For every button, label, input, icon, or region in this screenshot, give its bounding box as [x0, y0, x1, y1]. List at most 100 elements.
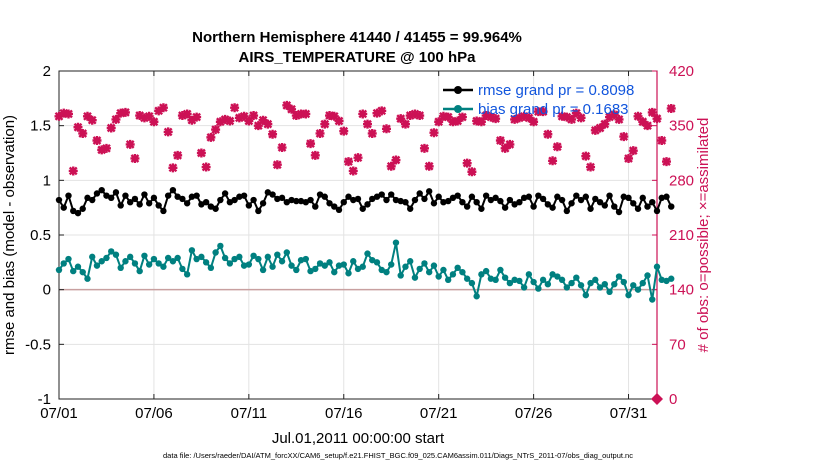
obs-marker-shape	[325, 111, 335, 121]
rmse-point	[611, 203, 618, 210]
rmse-point	[136, 201, 143, 208]
rmse-point	[501, 204, 509, 211]
bias-point	[634, 286, 642, 293]
y-tick-label: 1.5	[30, 118, 51, 135]
zero-obs-marker	[651, 393, 663, 405]
bias-point	[340, 261, 347, 268]
obs-assimilated-marker	[220, 114, 230, 124]
bias-point	[293, 266, 300, 274]
bias-point	[164, 254, 172, 262]
rmse-point	[587, 205, 594, 212]
bias-point	[112, 251, 120, 258]
obs-marker-shape	[467, 167, 477, 177]
obs-assimilated-marker	[334, 116, 344, 126]
bias-point	[668, 275, 675, 282]
obs-assimilated-marker	[481, 111, 491, 121]
bias-point	[259, 266, 267, 274]
bias-point	[554, 273, 561, 280]
bias-point	[188, 247, 196, 254]
obs-assimilated-marker	[339, 126, 349, 136]
bias-point	[198, 253, 205, 261]
obs-assimilated-marker	[282, 100, 292, 110]
obs-marker-shape	[353, 153, 363, 163]
obs-assimilated-marker	[595, 123, 605, 133]
bias-point	[416, 265, 423, 273]
obs-assimilated-marker	[68, 166, 78, 176]
y-tick-label-right: 0	[669, 391, 677, 408]
bias-point	[155, 260, 162, 267]
obs-marker-shape	[258, 115, 268, 125]
obs-assimilated-marker	[201, 162, 211, 172]
obs-marker-shape	[301, 109, 311, 119]
obs-marker-shape	[130, 153, 140, 163]
bias-point	[278, 258, 286, 265]
obs-marker-shape	[638, 117, 648, 127]
obs-marker-shape	[239, 111, 249, 121]
rmse-point	[373, 193, 381, 200]
bias-point	[653, 263, 661, 270]
rmse-point	[98, 186, 105, 194]
obs-assimilated-marker	[543, 129, 553, 139]
bias-point	[202, 259, 210, 266]
obs-marker-shape	[661, 157, 671, 167]
obs-marker-shape	[429, 128, 439, 138]
rmse-point	[364, 201, 371, 208]
obs-assimilated-marker	[59, 108, 69, 118]
bias-point	[520, 284, 528, 291]
obs-assimilated-marker	[54, 111, 64, 121]
obs-marker-shape	[424, 161, 434, 171]
y-tick-label: 1	[43, 172, 51, 189]
obs-marker-shape	[125, 139, 135, 149]
bias-point	[573, 274, 580, 281]
obs-assimilated-marker	[144, 111, 154, 121]
obs-assimilated-marker	[576, 113, 586, 123]
obs-assimilated-marker	[410, 109, 420, 119]
y-tick-label-right: 350	[669, 118, 694, 135]
bias-point	[364, 250, 371, 257]
obs-marker-shape	[68, 166, 78, 176]
obs-marker-shape	[211, 125, 221, 135]
rmse-point	[478, 205, 485, 212]
obs-assimilated-marker	[168, 163, 178, 173]
obs-marker-shape	[538, 107, 548, 117]
bias-point	[663, 277, 670, 285]
obs-assimilated-marker	[519, 111, 529, 121]
x-tick-label: 07/16	[325, 405, 363, 422]
obs-assimilated-marker	[173, 150, 183, 160]
obs-assimilated-marker	[310, 150, 320, 160]
rmse-point	[245, 202, 253, 209]
obs-marker-shape	[624, 153, 634, 163]
obs-assimilated-marker	[296, 109, 306, 119]
rmse-point	[539, 195, 547, 203]
obs-assimilated-marker	[215, 117, 225, 127]
bias-point	[535, 285, 542, 292]
bias-point	[478, 271, 485, 278]
bias-point	[312, 265, 319, 273]
obs-assimilated-marker	[643, 121, 653, 131]
obs-marker-shape	[206, 132, 216, 142]
rmse-point	[615, 208, 623, 216]
rmse-point	[150, 194, 158, 202]
bias-point	[425, 268, 433, 276]
rmse-point	[312, 203, 319, 210]
legend-bias-swatch-marker	[454, 105, 462, 113]
rmse-point	[117, 202, 124, 209]
obs-marker-shape	[533, 107, 543, 117]
obs-assimilated-marker	[139, 113, 149, 123]
y-axis-label-right: # of obs: o=possible; ×=assimilated	[695, 118, 712, 353]
obs-marker-shape	[87, 115, 97, 125]
obs-marker-shape	[586, 162, 596, 172]
obs-assimilated-marker	[609, 110, 619, 120]
rmse-point	[354, 195, 362, 203]
rmse-point	[516, 199, 523, 206]
obs-marker-shape	[192, 112, 202, 122]
obs-marker-shape	[514, 113, 524, 123]
rmse-point	[430, 200, 438, 207]
bias-point	[516, 277, 523, 285]
obs-assimilated-marker	[225, 116, 235, 126]
bias-point	[492, 276, 499, 284]
obs-assimilated-marker	[666, 103, 676, 113]
plot-area: 07/01 07/06 07/11 07/16 07/21 07/26 07/31 -1 -0.…	[25, 63, 694, 422]
obs-marker-shape	[63, 109, 73, 119]
rmse-point	[554, 193, 561, 200]
